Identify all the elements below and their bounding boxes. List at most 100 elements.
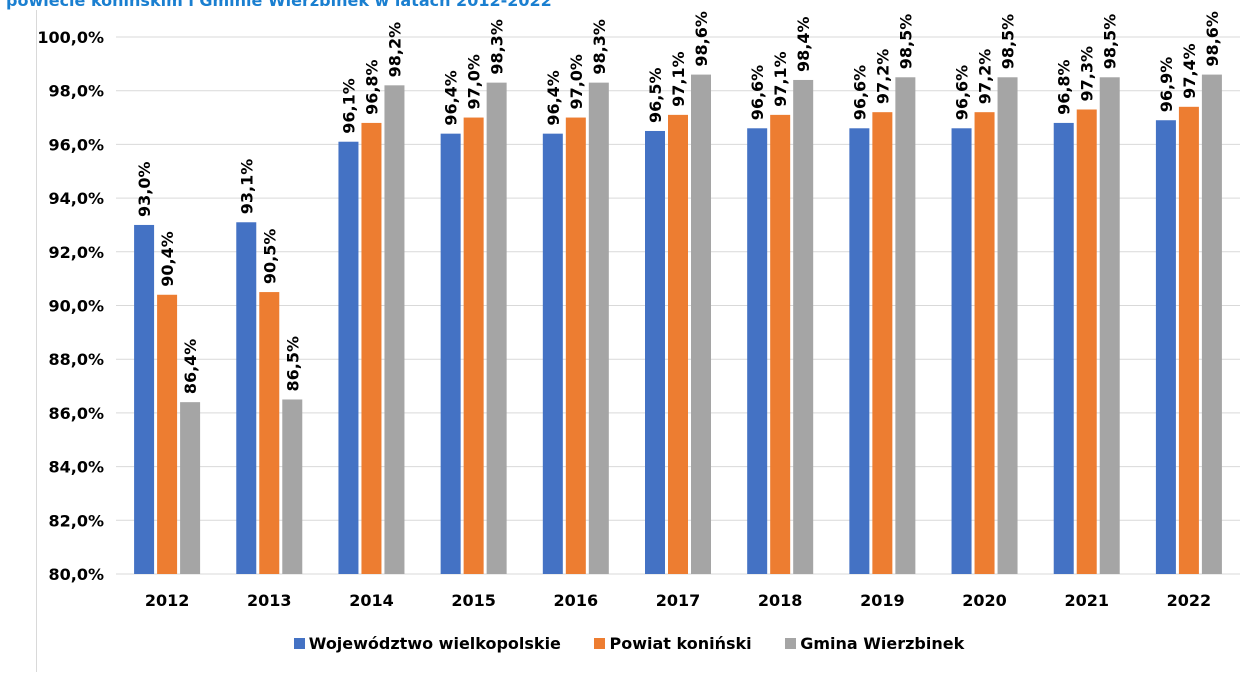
data-label: 96,9%: [1157, 57, 1176, 113]
legend-label-gmina: Gmina Wierzbinek: [800, 634, 965, 653]
data-label: 98,5%: [1101, 14, 1120, 70]
bar: [691, 74, 711, 574]
bar: [1099, 77, 1120, 575]
x-tick-label: 2013: [247, 591, 292, 610]
data-label: 96,4%: [442, 70, 461, 126]
x-tick-label: 2019: [860, 591, 905, 610]
bar: [1201, 74, 1222, 574]
x-tick-label: 2016: [554, 591, 599, 610]
bar: [1053, 122, 1074, 575]
legend-swatch-wojewodztwo: [293, 638, 305, 649]
x-tick-label: 2015: [451, 591, 496, 610]
bar: [180, 402, 201, 574]
data-label: 93,0%: [135, 161, 154, 217]
data-label: 98,2%: [385, 22, 404, 78]
bar: [793, 79, 814, 575]
x-tick-label: 2017: [656, 591, 701, 610]
y-tick-label: 94,0%: [48, 189, 104, 208]
data-label: 97,4%: [1180, 43, 1199, 99]
data-label: 98,4%: [794, 16, 813, 72]
bar: [645, 130, 665, 574]
data-label: 90,4%: [158, 231, 177, 287]
legend: Województwo wielkopolskie Powiat konińsk…: [0, 634, 1258, 653]
bar: [747, 128, 768, 575]
legend-swatch-gmina: [785, 638, 797, 649]
chart-frame: [36, 10, 1257, 672]
data-label: 96,8%: [1055, 59, 1074, 115]
x-tick-label: 2022: [1167, 591, 1212, 610]
y-axis-ticks: 80,0% 82,0% 84,0% 86,0% 88,0% 90,0% 92,0% 94,0%…: [37, 28, 104, 584]
data-label: 90,5%: [260, 229, 279, 285]
data-label: 97,1%: [669, 51, 688, 107]
data-label: 97,2%: [873, 49, 892, 105]
bar: [849, 128, 870, 575]
bar: [872, 112, 893, 575]
data-label: 97,3%: [1078, 46, 1097, 102]
bar: [440, 133, 461, 574]
x-tick-label: 2020: [962, 591, 1007, 610]
bar: [565, 117, 586, 575]
data-label: 97,0%: [567, 54, 586, 110]
y-tick-label: 90,0%: [48, 297, 104, 316]
data-label: 98,6%: [692, 11, 711, 67]
y-tick-label: 82,0%: [48, 511, 104, 530]
bar: [997, 77, 1018, 575]
bar: [236, 222, 257, 574]
data-label: 96,6%: [953, 65, 972, 121]
data-label: 96,1%: [339, 78, 358, 134]
bar: [463, 117, 484, 575]
data-label: 98,5%: [999, 14, 1018, 70]
data-label: 97,2%: [976, 49, 995, 105]
chart-title: powiecie konińskim i Gminie Wierzbinek w…: [6, 0, 552, 10]
x-tick-label: 2014: [349, 591, 394, 610]
y-tick-label: 100,0%: [37, 28, 104, 47]
y-tick-label: 84,0%: [48, 458, 104, 477]
data-label: 96,5%: [646, 67, 665, 123]
bars: [134, 74, 1222, 575]
data-label: 98,3%: [590, 19, 609, 75]
legend-item-gmina: Gmina Wierzbinek: [785, 634, 964, 653]
y-tick-label: 98,0%: [48, 82, 104, 101]
bar: [1076, 109, 1097, 575]
legend-item-wojewodztwo: Województwo wielkopolskie: [293, 634, 561, 653]
bar: [134, 224, 155, 574]
data-label: 97,0%: [465, 54, 484, 110]
data-label: 96,4%: [544, 70, 563, 126]
data-label: 93,1%: [237, 159, 256, 215]
bar: [338, 141, 359, 574]
data-label: 98,5%: [896, 14, 915, 70]
x-axis-ticks: 2012 2013 2014 2015 2016 2017 2018 2019 2020 2021…: [145, 591, 1211, 610]
bar-chart: 80,0% 82,0% 84,0% 86,0% 88,0% 90,0% 92,0% 94,0%…: [37, 11, 1240, 610]
data-label: 98,6%: [1203, 11, 1222, 67]
bar: [486, 82, 507, 575]
x-tick-label: 2012: [145, 591, 190, 610]
bar: [1178, 106, 1199, 574]
bar: [384, 85, 405, 574]
data-label: 86,5%: [283, 336, 302, 392]
bar: [542, 133, 563, 574]
bar: [668, 114, 688, 575]
legend-swatch-powiat: [594, 638, 606, 649]
data-label: 86,4%: [181, 339, 200, 395]
legend-label-wojewodztwo: Województwo wielkopolskie: [308, 634, 561, 653]
x-tick-label: 2021: [1064, 591, 1109, 610]
bar: [1155, 120, 1176, 575]
data-label: 96,6%: [748, 65, 767, 121]
bar: [259, 292, 280, 574]
bar: [951, 128, 972, 575]
y-tick-label: 86,0%: [48, 404, 104, 423]
bar: [895, 77, 916, 575]
data-label: 96,6%: [850, 65, 869, 121]
bar: [282, 399, 303, 574]
y-tick-label: 88,0%: [48, 350, 104, 369]
bar: [361, 122, 382, 575]
legend-label-powiat: Powiat koniński: [609, 634, 752, 653]
bar: [974, 112, 995, 575]
y-tick-label: 80,0%: [48, 565, 104, 584]
data-label: 97,1%: [771, 51, 790, 107]
legend-item-powiat: Powiat koniński: [594, 634, 752, 653]
x-tick-label: 2018: [758, 591, 803, 610]
data-labels: 93,0%90,4%86,4%93,1%90,5%86,5%96,1% 96,8%…: [135, 11, 1222, 394]
data-label: 96,8%: [362, 59, 381, 115]
data-label: 98,3%: [488, 19, 507, 75]
